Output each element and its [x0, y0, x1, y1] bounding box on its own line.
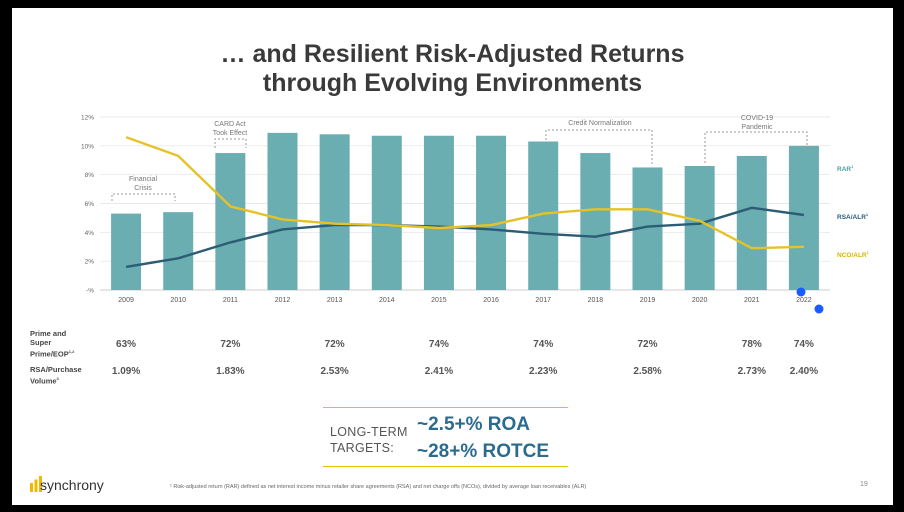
page-title-line-1: … and Resilient Risk-Adjusted Returns: [220, 40, 685, 68]
bar-rar-2010: [163, 212, 194, 290]
target-roa: ~2.5+% ROA: [417, 414, 530, 435]
stat-row2-2022: 2.40%: [789, 366, 819, 377]
x-tick-label: 2014: [379, 297, 395, 304]
legend-rsa-alr: RSA/ALR1: [837, 212, 869, 221]
line-rsa-alr: [125, 206, 805, 269]
bar-rar-2020: [684, 166, 715, 290]
risk-adjusted-returns-chart: -% 2% 4% 6% 8% 10% 12% 2009 2010 2011 2012 2013 201…: [81, 115, 870, 314]
x-tick-label: 2012: [275, 297, 291, 304]
y-tick-label: 12%: [81, 115, 94, 122]
annotation-card-bracket: [214, 138, 247, 148]
x-tick-label: 2021: [744, 297, 760, 304]
stat-row2-2009: 1.09%: [111, 366, 141, 377]
stat-row2-2015: 2.41%: [424, 366, 454, 377]
page-number: 19: [860, 481, 868, 488]
x-tick-label: 2011: [223, 297, 238, 304]
stat-row1-2019: 72%: [637, 339, 658, 350]
annotation-credit-normalization: Credit Normalization: [568, 120, 632, 127]
synchrony-logo-icon: [30, 476, 42, 492]
targets-label-2: TARGETS:: [330, 441, 394, 455]
y-tick-label: -%: [86, 288, 94, 295]
annotation-covid-bracket: [704, 131, 808, 163]
x-tick-label: 2016: [483, 297, 499, 304]
bar-rar-2012: [267, 132, 298, 290]
bar-rar-2013: [319, 134, 350, 290]
stat-row2-2017: 2.23%: [529, 366, 558, 377]
x-tick-label: 2015: [431, 297, 447, 304]
selection-handle-top[interactable]: [796, 287, 806, 297]
long-term-targets: LONG-TERM TARGETS: ~2.5+% ROA ~28+% ROTC…: [323, 407, 568, 467]
bar-rar-2022: [788, 145, 819, 290]
stat-row1-2009: 63%: [116, 339, 137, 350]
stat-row1-2011: 72%: [220, 339, 241, 350]
x-tick-label: 2018: [588, 297, 604, 304]
y-tick-label: 4%: [85, 230, 95, 237]
x-tick-label: 2013: [327, 297, 343, 304]
target-rotce: ~28+% ROTCE: [417, 441, 549, 462]
line-nco-alr: [125, 136, 804, 250]
brand-name: synchrony: [40, 477, 104, 493]
x-tick-label: 2019: [640, 297, 656, 304]
stat-row1-2017: 74%: [533, 339, 554, 350]
y-tick-label: 6%: [85, 201, 95, 208]
bar-rar-2018: [580, 153, 611, 290]
stat-row2-2021: 2.73%: [737, 366, 766, 377]
bar-rar-2011: [215, 153, 246, 290]
bar-rar-2015: [423, 135, 454, 290]
annotation-card-act-1: CARD Act: [214, 121, 246, 128]
y-tick-label: 10%: [81, 143, 94, 150]
bar-rar-2021: [736, 155, 767, 290]
annotation-financial-crisis-2: Crisis: [134, 185, 152, 192]
row-label-prime: Prime and Super Prime/EOP1,2: [30, 329, 75, 359]
stat-row1-2022: 74%: [793, 339, 814, 350]
y-tick-label: 2%: [85, 259, 95, 266]
x-tick-label: 2022: [796, 297, 812, 304]
page-title-line-2: through Evolving Environments: [262, 69, 643, 97]
footnote: ¹ Risk-adjusted return (RAR) defined as …: [170, 484, 587, 490]
annotation-covid-2: Pandemic: [741, 124, 773, 131]
bar-rar-2014: [371, 135, 402, 290]
selection-handle-bottom[interactable]: [814, 304, 824, 314]
y-tick-label: 8%: [85, 172, 95, 179]
slide: … and Resilient Risk-Adjusted Returns th…: [12, 8, 893, 505]
annotation-covid-1: COVID-19: [741, 115, 773, 122]
stat-row2-2013: 2.53%: [320, 366, 349, 377]
x-tick-label: 2017: [535, 297, 551, 304]
targets-label-1: LONG-TERM: [330, 425, 408, 439]
bar-rar-2016: [476, 135, 507, 290]
row-label-rsa-purchase: RSA/Purchase Volume3: [30, 365, 82, 386]
stat-row2-2011: 1.83%: [216, 366, 245, 377]
annotation-financial-crisis-1: Financial: [129, 176, 157, 183]
stat-row1-2013: 72%: [324, 339, 345, 350]
annotation-card-act-2: Took Effect: [213, 130, 248, 137]
stat-row1-2021: 78%: [741, 339, 762, 350]
x-tick-label: 2010: [170, 297, 186, 304]
x-tick-label: 2009: [118, 297, 134, 304]
annotation-financial-bracket: [111, 193, 176, 201]
legend-rar: RAR1: [837, 164, 854, 173]
legend-nco-alr: NCO/ALR1: [837, 250, 870, 259]
x-tick-label: 2020: [692, 297, 708, 304]
bar-rar-2009: [111, 213, 142, 290]
stat-row2-2019: 2.58%: [633, 366, 662, 377]
stat-row1-2015: 74%: [428, 339, 449, 350]
annotation-credit-bracket: [545, 129, 653, 166]
